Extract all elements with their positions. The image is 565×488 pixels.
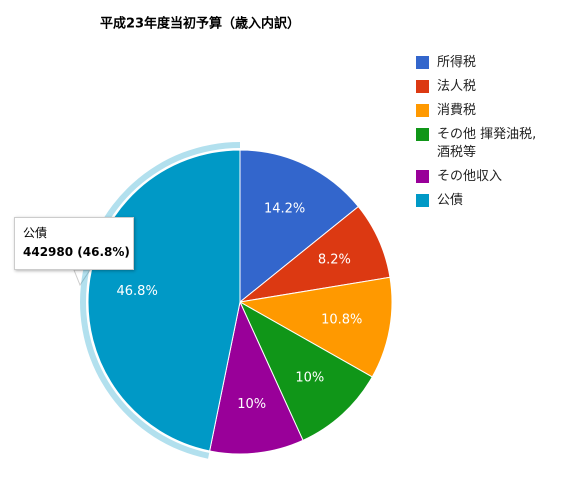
legend-item[interactable]: 法人税 bbox=[416, 78, 556, 96]
legend-item[interactable]: 消費税 bbox=[416, 102, 556, 120]
slice bbox=[87, 149, 241, 452]
slice-label: 10% bbox=[295, 371, 324, 386]
slice-label: 46.8% bbox=[117, 284, 158, 299]
legend-swatch bbox=[416, 170, 429, 183]
slice bbox=[238, 300, 373, 441]
tooltip-text: 442980 (46.8%) bbox=[23, 245, 130, 259]
slice-label: 8.2% bbox=[318, 252, 351, 267]
tooltip-pointer bbox=[73, 269, 91, 287]
tooltip-category: 公債 bbox=[23, 226, 48, 240]
legend-item[interactable]: 公債 bbox=[416, 192, 556, 210]
legend-swatch bbox=[416, 128, 429, 141]
slice bbox=[239, 149, 360, 304]
legend-label: 公債 bbox=[437, 193, 464, 208]
legend-label: 消費税 bbox=[437, 103, 477, 118]
legend-item[interactable]: その他 揮発油税,酒税等 bbox=[416, 126, 556, 162]
legend-swatch bbox=[416, 56, 429, 69]
legend: 所得税法人税消費税その他 揮発油税,酒税等その他収入公債 bbox=[416, 54, 556, 216]
legend-swatch bbox=[416, 194, 429, 207]
legend-label: その他 揮発油税,酒税等 bbox=[437, 127, 537, 160]
chart-title: 平成23年度当初予算（歳入内訳） bbox=[100, 16, 300, 32]
legend-item[interactable]: その他収入 bbox=[416, 168, 556, 186]
slice-label: 10% bbox=[237, 397, 266, 412]
legend-item[interactable]: 所得税 bbox=[416, 54, 556, 72]
slice bbox=[209, 300, 304, 455]
legend-swatch bbox=[416, 80, 429, 93]
tooltip: 公債 442980 (46.8%) bbox=[14, 217, 134, 270]
slice-label: 10.8% bbox=[321, 313, 362, 328]
legend-label: その他収入 bbox=[437, 169, 503, 184]
legend-label: 法人税 bbox=[437, 79, 477, 94]
slice-label: 14.2% bbox=[264, 201, 305, 216]
legend-label: 所得税 bbox=[437, 55, 477, 70]
slice bbox=[238, 276, 393, 378]
legend-swatch bbox=[416, 104, 429, 117]
